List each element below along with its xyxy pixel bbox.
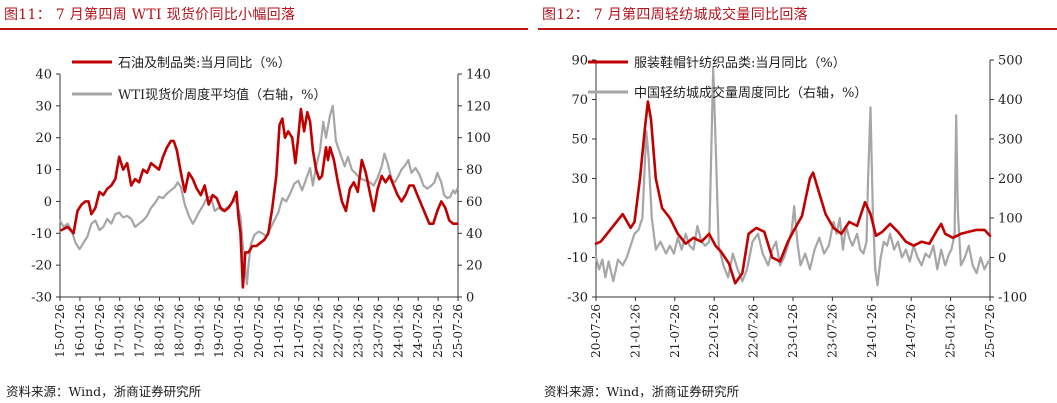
right-chart-panel: 图12： 7 月第四周轻纺城成交量同比回落 90 70 50 30 10 -10 -30 50… (538, 0, 1057, 403)
x-tick-label: 21-07-26 (668, 304, 682, 358)
x-tick-label: 19-07-26 (212, 304, 226, 358)
right-y-tick-label: 140 (466, 68, 491, 83)
left-y-tick-label: 0 (44, 195, 52, 210)
legend-label: 中国轻纺城成交量周度同比（右轴，%） (634, 85, 867, 101)
right-y-tick-label: -100 (998, 291, 1027, 306)
left-y-tick-label: -10 (31, 227, 52, 242)
right-y-tick-label: 40 (466, 227, 483, 242)
right-y-tick-label: 0 (466, 291, 474, 306)
x-tick-label: 22-01-26 (707, 304, 721, 358)
left-y-tick-label: 10 (571, 212, 588, 227)
x-tick-label: 22-01-26 (312, 304, 326, 358)
x-tick-label: 21-01-26 (272, 304, 286, 358)
left-chart-source: 资料来源：Wind，浙商证券研究所 (6, 384, 202, 399)
x-tick-label: 20-01-26 (232, 304, 246, 358)
right-y-tick-label: 80 (466, 163, 483, 178)
right-y-tick-label: 120 (466, 99, 491, 114)
x-tick-label: 16-07-26 (93, 304, 107, 358)
right-y-tick-label: 100 (466, 131, 491, 146)
right-line-chart: 90 70 50 30 10 -10 -30 500 400 300 200 100 0 -100 20-0… (567, 54, 1027, 358)
x-tick-label: 25-01-26 (944, 304, 958, 358)
right-chart-title: 图12： 7 月第四周轻纺城成交量同比回落 (542, 7, 808, 23)
x-tick-label: 25-07-26 (451, 304, 465, 358)
x-tick-label: 22-07-26 (332, 304, 346, 358)
x-tick-label: 23-07-26 (825, 304, 839, 358)
left-y-tick-label: 70 (571, 93, 588, 108)
gray-series-line (58, 104, 459, 286)
red-series-line (60, 107, 459, 289)
x-tick-label: 19-01-26 (192, 304, 206, 358)
gray-series-line (594, 66, 992, 287)
legend-label: 石油及制品类:当月同比（%） (118, 56, 291, 71)
right-y-tick-label: 300 (998, 133, 1023, 148)
left-y-tick-label: 40 (35, 68, 52, 83)
right-chart-source: 资料来源：Wind，浙商证券研究所 (544, 384, 740, 399)
right-y-tick-label: 60 (466, 195, 483, 210)
legend-label: 服装鞋帽针纺织品类:当月同比（%） (634, 55, 846, 71)
left-line-chart: 403020100-10-20-3014012010080604020015-0… (31, 56, 491, 358)
right-y-tick-label: 500 (998, 54, 1023, 69)
x-tick-label: 17-01-26 (113, 304, 127, 358)
x-tick-label: 24-07-26 (904, 304, 918, 358)
left-y-tick-label: -10 (567, 251, 588, 266)
left-y-tick-label: 30 (35, 99, 52, 114)
right-y-tick-label: 200 (998, 172, 1023, 187)
right-y-tick-label: 0 (998, 251, 1006, 266)
x-tick-label: 20-07-26 (589, 304, 603, 358)
x-tick-label: 20-07-26 (252, 304, 266, 358)
left-y-tick-label: 30 (571, 172, 588, 187)
left-y-tick-label: -20 (31, 259, 52, 274)
legend-label: WTI现货价周度平均值（右轴，%） (118, 87, 327, 103)
right-title-rule (538, 28, 1057, 30)
x-tick-label: 17-07-26 (133, 304, 147, 358)
x-tick-label: 21-07-26 (292, 304, 306, 358)
left-y-tick-label: 90 (571, 54, 588, 69)
x-tick-label: 18-07-26 (172, 304, 186, 358)
right-y-tick-label: 20 (466, 259, 483, 274)
x-tick-label: 23-01-26 (786, 304, 800, 358)
x-tick-label: 18-01-26 (153, 304, 167, 358)
right-y-tick-label: 400 (998, 93, 1023, 108)
left-y-tick-label: -30 (567, 291, 588, 306)
red-series-line (594, 100, 992, 285)
x-tick-label: 24-01-26 (865, 304, 879, 358)
x-tick-label: 22-07-26 (747, 304, 761, 358)
x-tick-label: 15-07-26 (53, 304, 67, 358)
x-tick-label: 25-01-26 (431, 304, 445, 358)
x-tick-label: 23-01-26 (352, 304, 366, 358)
right-y-tick-label: 100 (998, 212, 1023, 227)
x-tick-label: 23-07-26 (371, 304, 385, 358)
x-tick-label: 16-01-26 (73, 304, 87, 358)
x-tick-label: 21-01-26 (628, 304, 642, 358)
x-tick-label: 24-01-26 (391, 304, 405, 358)
left-y-tick-label: 50 (571, 133, 588, 148)
left-chart-panel: 图11： 7 月第四周 WTI 现货价同比小幅回落 40 30 20 10 0 -10 -2… (0, 0, 528, 403)
left-y-tick-label: 20 (35, 131, 52, 146)
left-y-tick-label: 10 (35, 163, 52, 178)
left-title-rule (0, 28, 528, 30)
x-tick-label: 24-07-26 (411, 304, 425, 358)
left-y-tick-label: -30 (31, 291, 52, 306)
left-chart-title: 图11： 7 月第四周 WTI 现货价同比小幅回落 (4, 7, 296, 23)
x-tick-label: 25-07-26 (983, 304, 997, 358)
